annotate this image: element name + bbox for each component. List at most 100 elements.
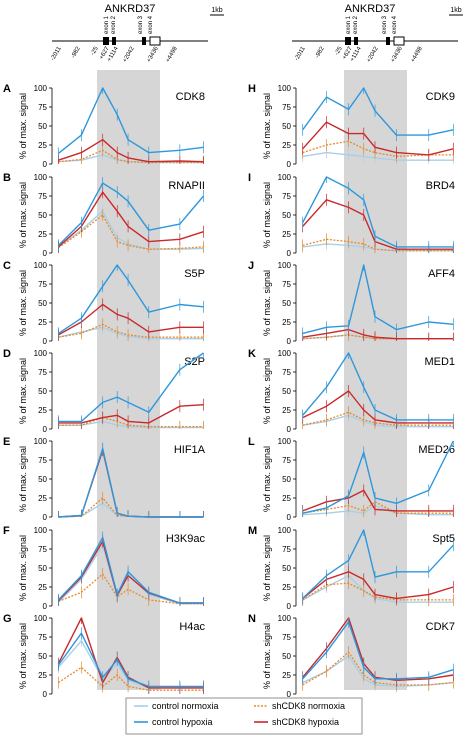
panel-letter: N bbox=[248, 613, 256, 625]
y-axis-label: % of max. signal bbox=[262, 623, 272, 689]
position-label: +4498 bbox=[410, 45, 424, 63]
y-tick-label: 100 bbox=[278, 261, 292, 270]
y-tick-label: 50 bbox=[38, 122, 47, 131]
y-tick-label: 50 bbox=[282, 299, 291, 308]
gene-map-right: ANKRD37 1kb exon 1 exon 2 exon 3 exon 4 … bbox=[292, 3, 463, 64]
exon-box bbox=[386, 37, 390, 45]
chart-panel-n: 0 25 50 75 100 % of max. signal N CDK7 bbox=[248, 613, 455, 699]
panel-title: RNAPII bbox=[168, 180, 205, 192]
chart-panels: 0 25 50 75 100 % of max. signal A CDK8 0 25 50 75 10… bbox=[3, 83, 455, 699]
panel-title: CDK8 bbox=[176, 91, 205, 103]
y-tick-label: 100 bbox=[34, 173, 48, 182]
legend-item: shCDK8 hypoxia bbox=[254, 717, 339, 727]
series-line-shcdk8-hypoxia bbox=[302, 571, 454, 600]
y-tick-label: 0 bbox=[43, 160, 48, 169]
gene-map-left: ANKRD37 1kb exon 1 exon 2 exon 3 exon 4 … bbox=[50, 3, 224, 64]
series-line-control-hypoxia bbox=[57, 87, 204, 154]
chart-panel-k: 0 25 50 75 100 % of max. signal K MED1 bbox=[248, 348, 455, 434]
y-tick-label: 50 bbox=[282, 475, 291, 484]
exon-label: exon 4 bbox=[148, 15, 154, 34]
y-tick-label: 75 bbox=[282, 633, 291, 642]
y-tick-label: 0 bbox=[287, 160, 292, 169]
position-label: -2011 bbox=[294, 45, 307, 61]
position-label: -25 bbox=[334, 45, 344, 56]
y-tick-label: 25 bbox=[282, 230, 291, 239]
series-line-control-normoxia bbox=[302, 504, 454, 516]
panel-letter: K bbox=[248, 348, 256, 360]
y-tick-label: 25 bbox=[38, 671, 47, 680]
exon-label: exon 1 bbox=[346, 15, 352, 34]
legend-item: control hypoxia bbox=[134, 717, 213, 727]
series-line-control-hypoxia bbox=[302, 264, 454, 335]
chart-panel-j: 0 25 50 75 100 % of max. signal J AFF4 bbox=[248, 260, 455, 346]
y-tick-label: 75 bbox=[282, 103, 291, 112]
y-tick-label: 0 bbox=[43, 425, 48, 434]
exon-label: exon 2 bbox=[111, 15, 117, 34]
y-tick-label: 100 bbox=[278, 173, 292, 182]
panel-title: H4ac bbox=[179, 621, 205, 633]
y-axis-label: % of max. signal bbox=[18, 535, 28, 601]
series-line-shcdk8-hypoxia bbox=[57, 191, 204, 248]
series-line-shcdk8-hypoxia bbox=[58, 138, 204, 163]
y-tick-label: 25 bbox=[38, 230, 47, 239]
y-tick-label: 25 bbox=[38, 141, 47, 150]
panel-letter: H bbox=[248, 83, 256, 95]
y-tick-label: 50 bbox=[282, 652, 291, 661]
series-line-control-hypoxia bbox=[302, 352, 454, 421]
legend-label: shCDK8 normoxia bbox=[272, 701, 345, 711]
panel-title: BRD4 bbox=[426, 180, 455, 192]
y-tick-label: 25 bbox=[282, 583, 291, 592]
y-tick-label: 25 bbox=[282, 141, 291, 150]
y-tick-label: 0 bbox=[287, 249, 292, 258]
exon-box bbox=[142, 37, 146, 45]
chart-panel-b: 0 25 50 75 100 % of max. signal B RNAPII bbox=[3, 172, 205, 258]
series-line-shcdk8-hypoxia bbox=[57, 617, 204, 689]
chart-panel-e: 0 25 50 75 100 % of max. signal E HIF1A bbox=[3, 436, 206, 522]
position-label: +3436 bbox=[146, 45, 160, 63]
y-axis-label: % of max. signal bbox=[262, 270, 272, 336]
y-tick-label: 50 bbox=[38, 299, 47, 308]
y-tick-label: 50 bbox=[282, 387, 291, 396]
panel-title: S5P bbox=[184, 268, 205, 280]
panel-title: AFF4 bbox=[428, 268, 455, 280]
series-line-control-normoxia bbox=[57, 210, 204, 250]
y-tick-label: 50 bbox=[282, 564, 291, 573]
exon-label: exon 3 bbox=[138, 15, 144, 34]
gene-body-shading bbox=[97, 70, 160, 690]
legend-label: shCDK8 hypoxia bbox=[272, 717, 339, 727]
panel-letter: D bbox=[3, 348, 11, 360]
y-tick-label: 100 bbox=[34, 614, 48, 623]
y-tick-label: 50 bbox=[38, 211, 47, 220]
y-tick-label: 0 bbox=[287, 602, 292, 611]
y-tick-label: 0 bbox=[43, 249, 48, 258]
chart-panel-c: 0 25 50 75 100 % of max. signal C S5P bbox=[3, 260, 205, 346]
position-label: -2011 bbox=[50, 45, 63, 61]
series-line-control-hypoxia bbox=[302, 621, 454, 680]
scale-label: 1kb bbox=[211, 7, 222, 14]
series-line-shcdk8-hypoxia bbox=[302, 489, 454, 512]
panel-letter: E bbox=[3, 436, 10, 448]
chart-panel-g: 0 25 50 75 100 % of max. signal G H4ac bbox=[3, 613, 205, 699]
exon-box bbox=[149, 36, 161, 46]
series-line-shcdk8-normoxia bbox=[302, 651, 454, 686]
panel-title: Spt5 bbox=[432, 533, 455, 545]
y-tick-label: 75 bbox=[282, 545, 291, 554]
series-line-shcdk8-normoxia bbox=[58, 323, 204, 338]
position-label: -982 bbox=[71, 45, 83, 59]
y-tick-label: 100 bbox=[34, 526, 48, 535]
series-line-shcdk8-normoxia bbox=[302, 411, 454, 426]
y-tick-label: 100 bbox=[278, 614, 292, 623]
position-label: +2042 bbox=[122, 45, 136, 63]
y-axis-label: % of max. signal bbox=[18, 446, 28, 512]
panel-title: MED1 bbox=[424, 356, 455, 368]
series-line-control-normoxia bbox=[58, 154, 204, 164]
y-tick-label: 100 bbox=[34, 349, 48, 358]
panel-title: CDK9 bbox=[426, 91, 455, 103]
panel-letter: F bbox=[3, 525, 10, 537]
gene-name: ANKRD37 bbox=[345, 3, 396, 15]
series-line-control-hypoxia bbox=[58, 447, 204, 518]
gene-name: ANKRD37 bbox=[105, 3, 156, 15]
y-tick-label: 25 bbox=[38, 583, 47, 592]
series-line-control-hypoxia bbox=[58, 352, 204, 423]
